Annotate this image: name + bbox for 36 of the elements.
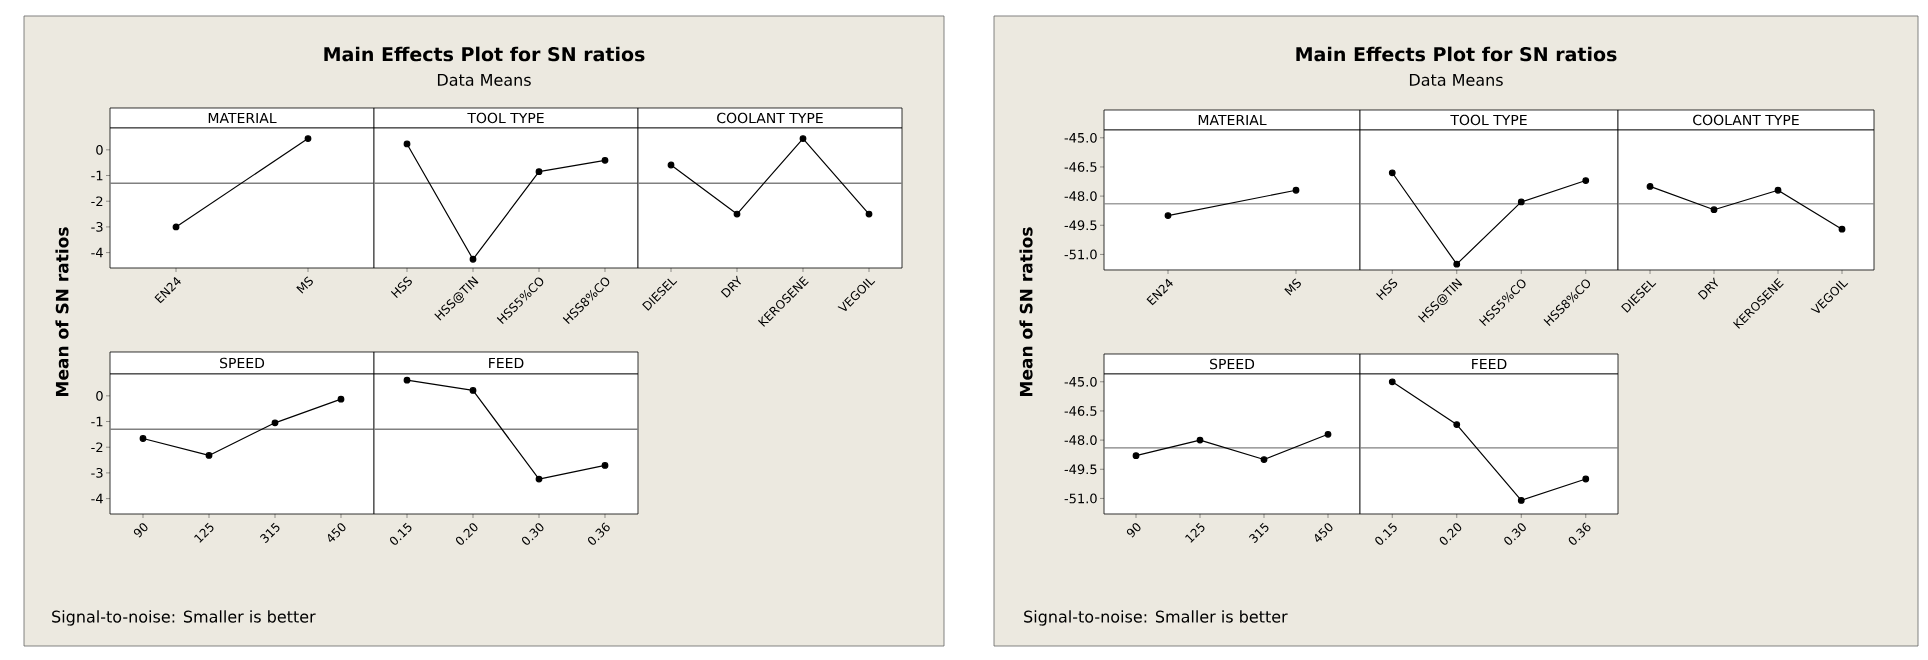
point: [1582, 475, 1590, 483]
text: Data Means: [1409, 74, 1503, 86]
y-axis-title: Mean of SN ratios: [1019, 227, 1033, 396]
point: [205, 452, 213, 459]
text: Main Effects Plot for SN ratios: [1296, 46, 1617, 62]
point: [1582, 177, 1590, 184]
point: [1260, 456, 1268, 463]
point: [1453, 260, 1461, 268]
point: [469, 255, 477, 263]
point: [271, 419, 279, 427]
point: [403, 376, 411, 384]
point: [1132, 452, 1140, 460]
point: [337, 395, 345, 403]
point: [1324, 430, 1332, 438]
point: [601, 156, 609, 164]
point: [1388, 169, 1396, 177]
point: [1453, 421, 1461, 428]
point: [1388, 378, 1396, 386]
point: [1646, 182, 1654, 190]
point: [535, 475, 543, 483]
point: [469, 387, 477, 394]
point: [535, 168, 543, 176]
point: [1196, 436, 1204, 444]
point: [1710, 206, 1718, 214]
point: [403, 140, 411, 148]
point: [1838, 225, 1846, 233]
y-axis-title: Mean of SN ratios: [55, 227, 69, 396]
point: [139, 435, 147, 442]
point: [1517, 198, 1525, 206]
point: [601, 462, 609, 469]
text: Signal-to-noise: Smaller is better: [52, 610, 316, 626]
point: [1517, 496, 1525, 504]
text: Main Effects Plot for SN ratios: [324, 46, 645, 62]
text: Data Means: [437, 74, 531, 86]
text: Signal-to-noise: Smaller is better: [1024, 610, 1288, 626]
point: [1774, 186, 1782, 194]
